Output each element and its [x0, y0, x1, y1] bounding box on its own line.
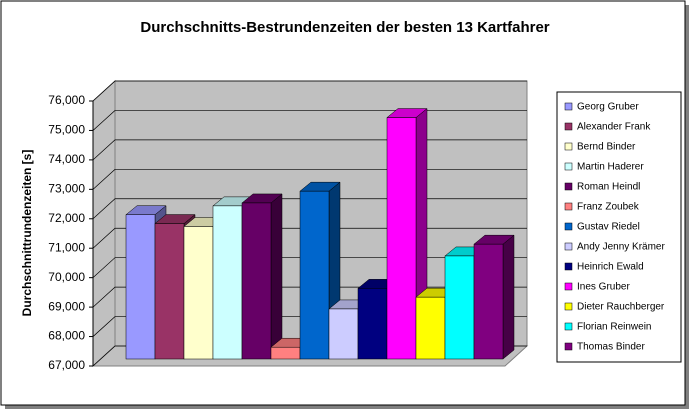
legend-label: Gustav Riedel — [577, 222, 640, 233]
y-tick-label: 70,000 — [48, 270, 85, 284]
legend-swatch — [564, 322, 573, 331]
bar — [125, 214, 156, 360]
y-tick-label: 73,000 — [48, 182, 85, 196]
bar — [386, 117, 417, 360]
legend-swatch — [564, 302, 573, 311]
legend-swatch — [564, 182, 573, 191]
bar — [415, 296, 446, 360]
y-tick-label: 76,000 — [48, 93, 85, 107]
legend — [556, 91, 682, 363]
legend-swatch — [564, 142, 573, 151]
legend-swatch — [564, 262, 573, 271]
bar — [183, 226, 214, 360]
legend-swatch — [564, 162, 573, 171]
legend-swatch — [564, 342, 573, 351]
y-axis-label: Durchschnittrundenzeiten [s] — [20, 150, 34, 317]
legend-swatch — [564, 282, 573, 291]
legend-label: Martin Haderer — [577, 162, 644, 173]
legend-label: Thomas Binder — [577, 342, 645, 353]
legend-label: Florian Reinwein — [577, 322, 651, 333]
bar — [154, 223, 185, 360]
legend-label: Dieter Rauchberger — [577, 302, 665, 313]
legend-swatch — [564, 242, 573, 251]
bar — [357, 288, 388, 360]
chart-title: Durchschnitts-Bestrundenzeiten der beste… — [140, 19, 549, 36]
legend-label: Heinrich Ewald — [577, 262, 644, 273]
bar — [299, 190, 330, 360]
legend-swatch — [564, 202, 573, 211]
legend-swatch — [564, 102, 573, 111]
grid-line — [92, 110, 527, 131]
bar — [473, 243, 504, 360]
bar — [328, 308, 359, 360]
y-tick-label: 68,000 — [48, 329, 85, 343]
legend-label: Andy Jenny Krämer — [577, 242, 665, 253]
bar — [241, 202, 272, 360]
legend-label: Ines Gruber — [577, 282, 630, 293]
y-tick-label: 67,000 — [48, 358, 85, 372]
bar — [212, 205, 243, 360]
legend-swatch — [564, 222, 573, 231]
legend-label: Alexander Frank — [577, 122, 651, 133]
legend-label: Roman Heindl — [577, 182, 640, 193]
y-tick-label: 74,000 — [48, 152, 85, 166]
grid-line — [92, 80, 527, 102]
bar — [444, 255, 475, 360]
legend-label: Franz Zoubek — [577, 202, 640, 213]
bar-side — [502, 234, 515, 360]
y-tick-label: 75,000 — [48, 123, 85, 137]
bar — [270, 346, 301, 360]
y-tick-label: 71,000 — [48, 240, 85, 254]
bar-side — [270, 193, 283, 360]
legend-swatch — [564, 122, 573, 131]
side-wall — [92, 79, 116, 368]
legend-label: Bernd Binder — [577, 142, 636, 153]
y-tick-label: 72,000 — [48, 211, 85, 225]
y-tick-label: 69,000 — [48, 299, 85, 313]
legend-label: Georg Gruber — [577, 102, 639, 113]
